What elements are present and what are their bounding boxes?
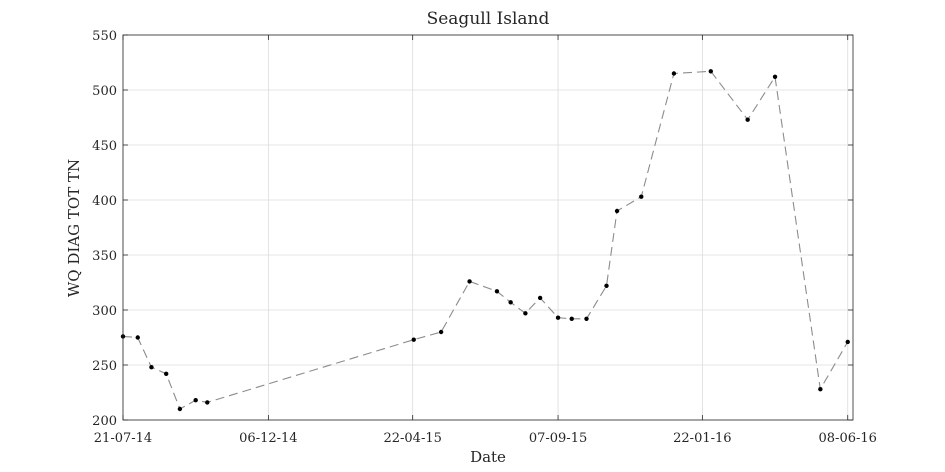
data-point <box>555 315 561 320</box>
chart-title: Seagull Island <box>427 9 550 29</box>
data-point <box>772 74 778 80</box>
data-point <box>584 316 589 321</box>
data-point <box>604 283 609 288</box>
y-tick-label: 200 <box>92 414 117 429</box>
y-tick-label: 450 <box>92 139 117 154</box>
data-point <box>523 311 528 316</box>
data-point <box>149 365 154 370</box>
x-tick-label: 21-07-14 <box>94 431 152 446</box>
plot-frame <box>122 34 854 421</box>
data-point <box>205 400 210 405</box>
series-markers <box>120 69 850 412</box>
data-point <box>818 387 823 392</box>
y-tick-label: 500 <box>92 84 117 99</box>
data-point <box>569 316 574 321</box>
y-tick-label: 300 <box>92 304 117 319</box>
data-point <box>438 329 444 335</box>
data-point <box>193 398 198 403</box>
y-tick-label: 400 <box>92 194 117 209</box>
data-point <box>845 339 850 345</box>
x-axis-ticks: 21-07-14 06-12-14 22-04-15 07-09-15 22-01-16… <box>94 35 877 446</box>
data-point <box>467 279 472 284</box>
data-point <box>135 335 140 340</box>
y-tick-label: 350 <box>92 249 117 264</box>
data-point <box>163 371 169 376</box>
plot-area <box>123 35 853 420</box>
data-point <box>745 117 750 122</box>
y-axis-label: WQ DIAG TOT TN <box>65 159 83 297</box>
data-point <box>708 69 713 74</box>
x-tick-label: 22-01-16 <box>673 431 731 446</box>
data-point <box>508 300 513 305</box>
data-point <box>494 289 500 294</box>
series-line <box>122 70 849 410</box>
x-tick-label: 07-09-15 <box>529 431 587 446</box>
x-tick-label: 06-12-14 <box>239 431 297 446</box>
data-point <box>671 71 677 76</box>
data-point <box>411 337 416 342</box>
y-axis-ticks: 200 250 300 350 400 450 500 550 <box>92 29 853 429</box>
y-tick-label: 550 <box>92 29 117 44</box>
x-axis-label: Date <box>470 448 506 466</box>
y-tick-label: 250 <box>92 359 117 374</box>
data-point <box>177 406 183 412</box>
data-point <box>537 295 543 301</box>
x-tick-label: 22-04-15 <box>383 431 441 446</box>
data-point <box>639 194 644 199</box>
x-tick-label: 08-06-16 <box>819 431 877 446</box>
data-point <box>614 208 620 214</box>
